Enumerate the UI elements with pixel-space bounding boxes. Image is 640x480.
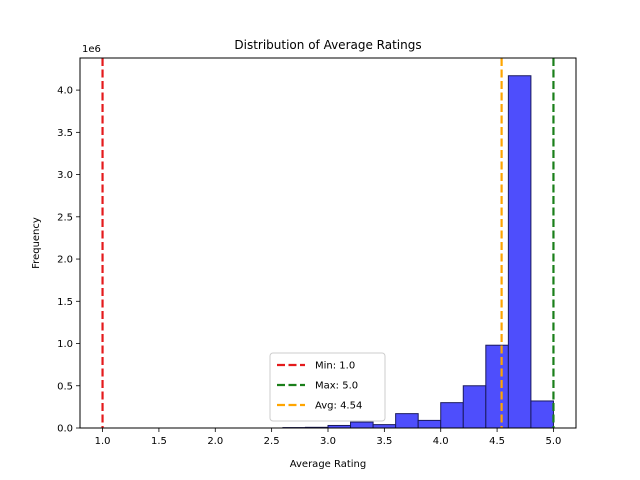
x-tick-label-5: 3.5 (376, 436, 392, 447)
x-tick-label-8: 5.0 (546, 436, 562, 447)
histogram-bar-9 (485, 344, 509, 429)
histogram-bar-7 (440, 402, 464, 429)
histogram-bar-4 (372, 424, 397, 429)
legend-label-0: Min: 1.0 (315, 361, 355, 372)
y-axis: 0.0 0.5 1.0 1.5 2.0 2.5 3.0 3.5 4.0 (57, 86, 80, 435)
histogram-bar-8 (462, 385, 487, 429)
y-tick-label-1: 0.5 (57, 381, 73, 392)
y-tick-label-6: 3.0 (57, 170, 73, 181)
x-tick-label-7: 4.5 (489, 436, 505, 447)
y-tick-label-2: 1.0 (57, 339, 73, 350)
reference-lines-layer (101, 58, 555, 428)
x-tick-label-3: 2.5 (264, 436, 280, 447)
y-tick-label-8: 4.0 (57, 86, 73, 97)
x-tick-label-4: 3.0 (320, 436, 336, 447)
histogram-bar-6 (417, 419, 442, 429)
y-tick-label-3: 1.5 (57, 297, 73, 308)
y-tick-label-5: 2.5 (57, 212, 73, 223)
legend-label-1: Max: 5.0 (315, 381, 358, 392)
y-tick-label-0: 0.0 (57, 424, 73, 435)
y-tick-label-4: 2.0 (57, 255, 73, 266)
y-scale-label: 1e6 (82, 44, 101, 55)
y-tick-label-7: 3.5 (57, 128, 73, 139)
x-tick-label-0: 1.0 (95, 436, 111, 447)
x-axis-label: Average Rating (290, 459, 366, 470)
chart-title: Distribution of Average Ratings (234, 38, 421, 52)
histogram-bar-10 (507, 75, 532, 429)
histogram-bar-3 (350, 421, 374, 429)
bars-layer (282, 75, 554, 429)
x-tick-label-6: 4.0 (433, 436, 449, 447)
histogram-bar-11 (530, 400, 554, 429)
legend: Min: 1.0 Max: 5.0 Avg: 4.54 (269, 352, 386, 422)
y-axis-label: Frequency (31, 217, 42, 269)
x-axis: 1.0 1.5 2.0 2.5 3.0 3.5 4.0 4.5 5.0 (95, 428, 562, 447)
histogram-bar-5 (395, 413, 419, 429)
x-tick-label-1: 1.5 (151, 436, 167, 447)
x-tick-label-2: 2.0 (207, 436, 223, 447)
legend-label-2: Avg: 4.54 (315, 401, 362, 412)
legend-box (269, 352, 386, 422)
